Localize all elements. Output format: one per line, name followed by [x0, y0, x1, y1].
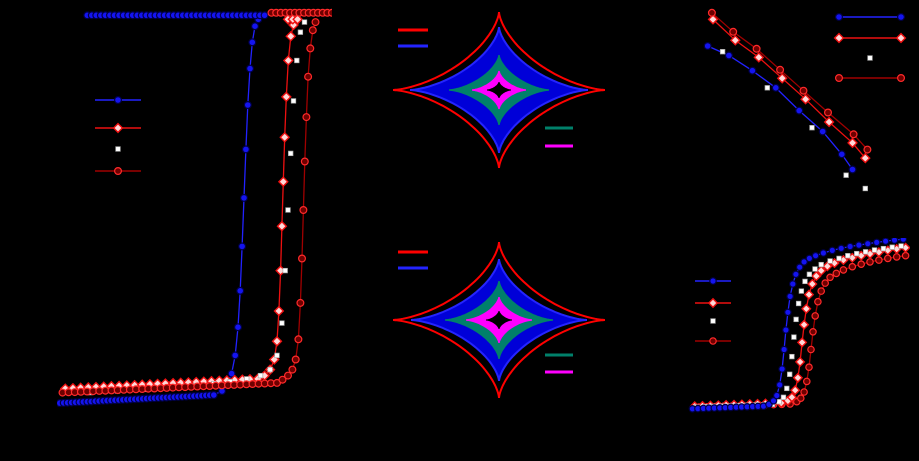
legend-entry-red-diamonds — [95, 122, 141, 134]
legend — [95, 95, 141, 176]
astroid-legend-1 — [398, 250, 428, 270]
series-blue-circles — [703, 41, 857, 174]
legend-entry-blue-circles — [95, 95, 141, 104]
legend-entry-darkred-circles — [835, 73, 906, 82]
series-red-diamonds — [59, 13, 303, 394]
series-white-squares — [87, 19, 308, 396]
legend — [695, 277, 731, 345]
series-red-diamonds — [707, 14, 871, 164]
astroid-top-chart — [393, 12, 605, 168]
astroid-legend-1 — [398, 28, 428, 48]
legend-entry-red-diamonds — [695, 297, 731, 309]
left-hysteresis-chart — [57, 8, 332, 408]
legend — [833, 12, 907, 82]
black-core-astroid — [486, 311, 512, 329]
series-darkred-circles — [58, 8, 332, 397]
black-core-astroid — [487, 81, 511, 99]
series-darkred-circles — [695, 251, 910, 411]
legend-entry-blue-circles — [695, 277, 731, 285]
red-astroid — [393, 12, 605, 168]
series-blue-circles — [57, 11, 269, 408]
legend-entry-red-diamonds — [833, 32, 907, 44]
legend-entry-darkred-circles — [695, 337, 731, 345]
legend-entry-blue-circles — [835, 12, 906, 22]
right-bottom-switching-chart — [688, 238, 910, 413]
red-astroid — [393, 242, 605, 398]
astroid-bottom-chart — [393, 242, 605, 398]
legend-entry-darkred-circles — [95, 167, 141, 176]
series-blue-circles — [688, 238, 908, 413]
right-top-decay-chart — [703, 8, 907, 192]
legend-entry-white-squares — [710, 318, 716, 324]
series-darkred-circles — [707, 8, 872, 154]
series-white-squares — [719, 49, 868, 192]
legend-entry-white-squares — [867, 55, 873, 61]
astroid-legend-2 — [545, 353, 573, 374]
astroid-legend-2 — [545, 126, 573, 148]
legend-entry-white-squares — [115, 146, 121, 152]
